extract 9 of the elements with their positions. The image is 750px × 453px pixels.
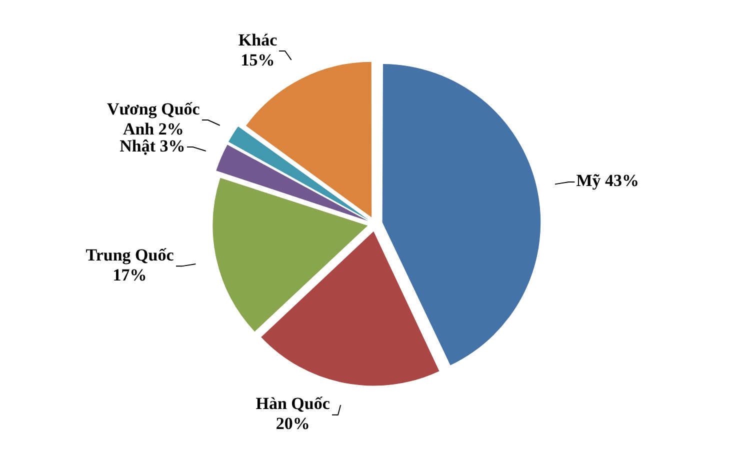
slice-label: Vương Quốc Anh 2%	[107, 99, 200, 138]
slice-label: Mỹ 43%	[576, 171, 640, 190]
slice-label: Nhật 3%	[120, 136, 186, 156]
slice-label: Trung Quốc	[86, 246, 174, 265]
data-label: 15%	[240, 50, 275, 70]
data-label: 17%	[112, 266, 147, 285]
slice-label: Hàn Quốc	[256, 394, 330, 413]
data-label: 20%	[276, 414, 310, 433]
slice-label: Khác	[238, 30, 278, 50]
